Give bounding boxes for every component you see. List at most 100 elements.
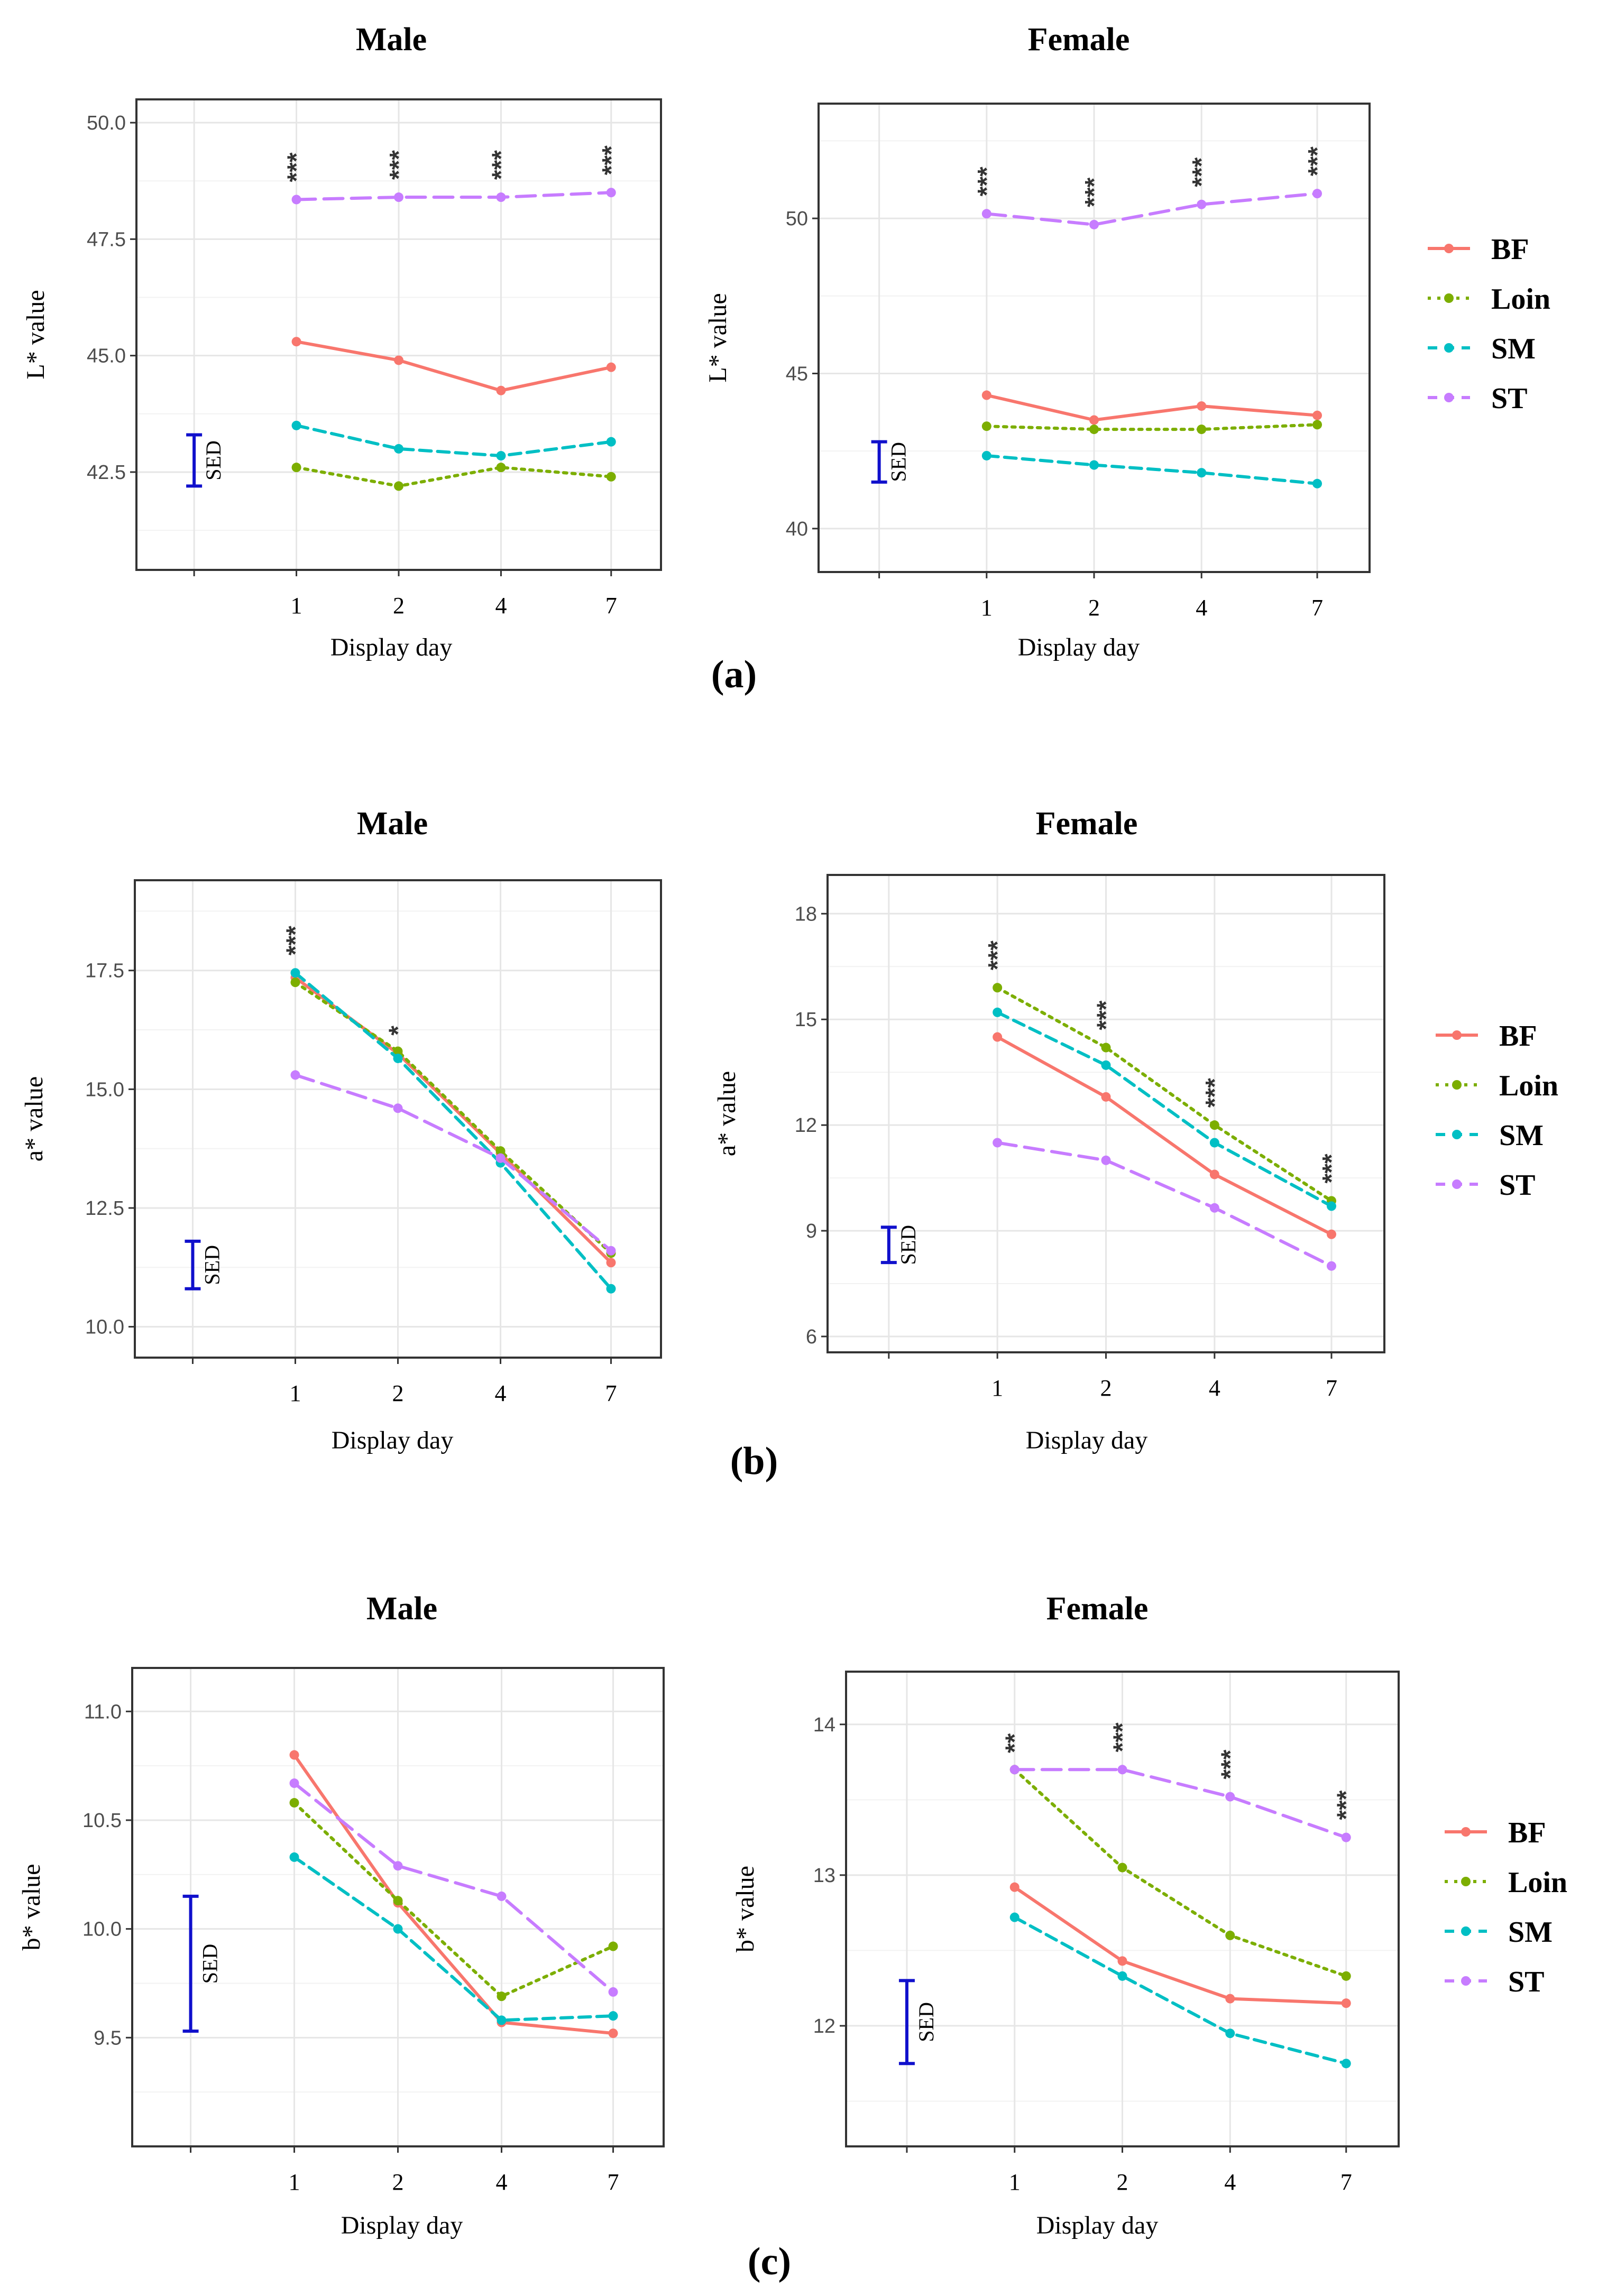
data-point-sm	[291, 420, 301, 430]
data-point-loin	[1341, 1971, 1351, 1981]
data-point-bf	[394, 355, 403, 365]
y-tick-label: 14	[813, 1714, 835, 1736]
series-line-st	[292, 1782, 615, 1994]
sed-label: SED	[914, 2002, 938, 2042]
series-line-sm	[985, 454, 1319, 485]
y-tick-label: 9	[806, 1220, 817, 1242]
data-point-loin	[290, 978, 300, 988]
series-line-loin	[996, 986, 1333, 1203]
legend-key-point-loin	[1461, 1877, 1471, 1886]
series-line-sm	[293, 971, 613, 1290]
x-tick-label: 4	[495, 2169, 507, 2195]
legend-label-sm: SM	[1499, 1119, 1544, 1152]
legend-key-point-st	[1444, 393, 1454, 402]
y-tick-label: 45	[786, 363, 808, 385]
sed-error-bar	[898, 1979, 915, 2066]
significance-marker: ***	[1216, 1749, 1244, 1779]
legend-label-bf: BF	[1491, 233, 1529, 266]
data-point-sm	[393, 1053, 403, 1063]
sed-error-bar	[871, 440, 887, 484]
data-point-st	[393, 1103, 403, 1113]
data-point-bf	[1117, 1956, 1127, 1966]
sed-error-bar	[880, 1225, 897, 1265]
series-line-bf	[1013, 1885, 1348, 2005]
x-tick-label: 2	[392, 2169, 404, 2195]
data-point-st	[1101, 1155, 1111, 1165]
data-point-loin	[1197, 425, 1207, 435]
data-point-bf	[1197, 401, 1207, 411]
data-point-loin	[496, 463, 506, 473]
legend-label-sm: SM	[1491, 333, 1536, 365]
significance-marker: ***	[1092, 1000, 1121, 1030]
legend-label-sm: SM	[1508, 1916, 1553, 1949]
y-tick-label: 45.0	[87, 345, 126, 367]
data-point-loin	[495, 1146, 506, 1156]
data-point-st	[608, 1987, 618, 1997]
x-axis-title: Display day	[1026, 1426, 1148, 1454]
data-point-loin	[394, 481, 403, 491]
legend: BF Loin SM ST	[1445, 1816, 1567, 1998]
data-point-bf	[1326, 1229, 1336, 1239]
chart-title: Male	[356, 22, 427, 58]
significance-marker: ***	[281, 926, 309, 955]
data-point-st	[1225, 1792, 1235, 1802]
data-point-st	[393, 1861, 403, 1871]
data-point-st	[1197, 199, 1207, 209]
data-point-bf	[1225, 1994, 1235, 2004]
data-point-st	[606, 188, 616, 198]
y-axis-title: a* value	[20, 1076, 48, 1161]
x-axis-title: Display day	[1018, 633, 1140, 661]
x-tick-label: 4	[495, 1380, 507, 1406]
data-point-loin	[608, 1941, 618, 1951]
chart-title: Male	[357, 806, 428, 842]
series-line-sm	[1013, 1915, 1348, 2066]
data-point-st	[1209, 1203, 1219, 1213]
panel-label-b: (b)	[730, 1440, 778, 1483]
data-point-bf	[1341, 1998, 1351, 2008]
legend-key-point-st	[1461, 1976, 1471, 1986]
x-tick-label: 7	[1340, 2169, 1352, 2195]
data-point-sm	[606, 1284, 616, 1294]
data-point-sm	[1101, 1060, 1111, 1070]
significance-marker: ***	[1080, 177, 1108, 207]
legend-label-loin: Loin	[1491, 283, 1550, 316]
chart-0: 42.5 45.0 47.5 50.0 1 2 4 7 Male Display day L* va…	[22, 22, 662, 661]
y-axis-title: a* value	[713, 1071, 741, 1156]
data-point-bf	[606, 1258, 616, 1268]
data-point-loin	[1101, 1043, 1111, 1053]
x-axis-title: Display day	[341, 2211, 463, 2239]
x-axis-title: Display day	[332, 1426, 454, 1454]
sed-label: SED	[896, 1225, 920, 1265]
data-point-st	[497, 1891, 507, 1901]
data-point-sm	[1225, 2028, 1235, 2039]
legend-key-point-loin	[1452, 1080, 1462, 1090]
x-tick-label: 7	[605, 593, 617, 619]
series-line-loin	[292, 1801, 615, 1998]
y-tick-label: 50.0	[87, 112, 126, 134]
chart-4: 9.5 10.0 10.5 11.0 1 2 4 7 Male Display day b* val…	[17, 1591, 665, 2239]
y-tick-label: 17.5	[85, 960, 124, 982]
significance-marker: ***	[598, 145, 626, 175]
series-line-loin	[1013, 1768, 1348, 1978]
series-line-loin	[295, 466, 613, 488]
y-tick-label: 47.5	[87, 228, 126, 251]
y-tick-label: 12	[795, 1114, 817, 1137]
data-point-bf	[291, 337, 301, 347]
legend-key-point-sm	[1444, 343, 1454, 353]
data-point-sm	[1312, 478, 1323, 488]
series-line-st	[996, 1141, 1333, 1268]
series-line-sm	[292, 1855, 615, 2022]
y-tick-label: 42.5	[87, 462, 126, 484]
significance-marker: ***	[1303, 146, 1331, 176]
data-point-bf	[1209, 1169, 1219, 1179]
data-point-sm	[1341, 2059, 1351, 2069]
data-point-loin	[1225, 1930, 1235, 1940]
data-point-sm	[393, 1924, 403, 1934]
sed-label: SED	[887, 442, 911, 482]
legend-label-loin: Loin	[1499, 1069, 1558, 1102]
data-point-sm	[1117, 1971, 1127, 1981]
data-point-st	[1089, 219, 1099, 229]
data-point-bf	[608, 2028, 618, 2039]
